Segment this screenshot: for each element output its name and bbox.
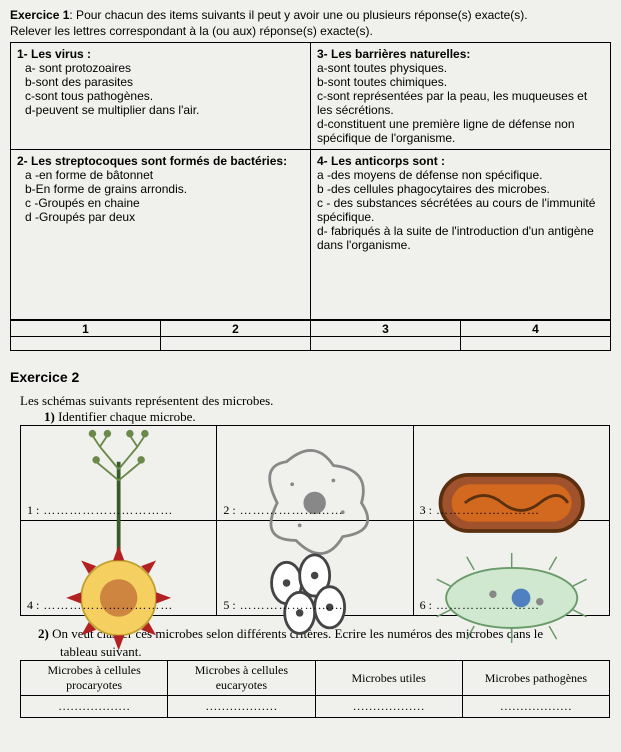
- cell2-c: c -Groupés en chaine: [25, 196, 304, 210]
- l1: 1 :: [27, 503, 39, 517]
- microbe-cell-3: 3 : ……………………: [413, 426, 609, 521]
- ex1-table: 1- Les virus : a- sont protozoaires b-so…: [10, 42, 611, 320]
- ans-h4: 4: [461, 321, 611, 337]
- l4: 4 :: [27, 598, 39, 612]
- l6-dots: ……………………: [432, 598, 540, 612]
- l5-dots: ……………………: [236, 598, 344, 612]
- l6: 6 :: [420, 598, 432, 612]
- ex2-intro: Les schémas suivants représentent des mi…: [20, 393, 611, 409]
- microbes-table: 1 : ………………………… 2 : ……………………: [20, 425, 610, 616]
- cell1-c: c-sont tous pathogènes.: [25, 89, 304, 103]
- classif-b1: ………………: [21, 696, 168, 718]
- cell4-a: a -des moyens de défense non spécifique.: [317, 168, 604, 182]
- cell4-title: 4- Les anticorps sont :: [317, 154, 604, 168]
- cell4-c: c - des substances sécrétées au cours de…: [317, 196, 604, 224]
- cell2-d: d -Groupés par deux: [25, 210, 304, 224]
- ex1-cell-1: 1- Les virus : a- sont protozoaires b-so…: [11, 43, 311, 150]
- l3: 3 :: [420, 503, 432, 517]
- microbe-cell-6: 6 : ……………………: [413, 521, 609, 616]
- ex1-title-rest: : Pour chacun des items suivants il peut…: [69, 8, 527, 22]
- ex1-title: Exercice 1: Pour chacun des items suivan…: [10, 8, 611, 22]
- ans-h3: 3: [311, 321, 461, 337]
- ans-b3: [311, 337, 461, 351]
- l1-dots: …………………………: [39, 503, 173, 517]
- cell1-b: b-sont des parasites: [25, 75, 304, 89]
- l4-dots: …………………………: [39, 598, 173, 612]
- cell1-a: a- sont protozoaires: [25, 61, 304, 75]
- microbe-cell-5: 5 : ……………………: [217, 521, 413, 616]
- ans-b1: [11, 337, 161, 351]
- cell3-title: 3- Les barrières naturelles:: [317, 47, 604, 61]
- q1-text: Identifier chaque microbe.: [55, 409, 196, 424]
- ans-h2: 2: [161, 321, 311, 337]
- cell2-b: b-En forme de grains arrondis.: [25, 182, 304, 196]
- cell3-b: b-sont toutes chimiques.: [317, 75, 604, 89]
- microbe-cell-1: 1 : …………………………: [21, 426, 217, 521]
- cell3-d: d-constituent une première ligne de défe…: [317, 117, 604, 145]
- cell2-title: 2- Les streptocoques sont formés de bact…: [17, 154, 304, 168]
- classif-b4: ………………: [462, 696, 609, 718]
- q1-num: 1): [44, 409, 55, 424]
- cell3-a: a-sont toutes physiques.: [317, 61, 604, 75]
- ex1-answers-table: 1 2 3 4: [10, 320, 611, 351]
- ex1-cell-4: 4- Les anticorps sont : a -des moyens de…: [311, 150, 611, 320]
- cell3-c: c-sont représentées par la peau, les muq…: [317, 89, 604, 117]
- microbe-cell-4: 4 : …………………………: [21, 521, 217, 616]
- ans-h1: 1: [11, 321, 161, 337]
- l3-dots: ……………………: [432, 503, 540, 517]
- ans-b2: [161, 337, 311, 351]
- ex2-q1: 1) Identifier chaque microbe.: [44, 409, 611, 425]
- ex1-title-bold: Exercice 1: [10, 8, 69, 22]
- ex2-title: Exercice 2: [10, 369, 611, 385]
- ex1-cell-3: 3- Les barrières naturelles: a-sont tout…: [311, 43, 611, 150]
- cell4-d: d- fabriqués à la suite de l'introductio…: [317, 224, 604, 252]
- microbe-cell-2: 2 : ……………………: [217, 426, 413, 521]
- ex1-cell-2: 2- Les streptocoques sont formés de bact…: [11, 150, 311, 320]
- cell1-d: d-peuvent se multiplier dans l'air.: [25, 103, 304, 117]
- cell4-b: b -des cellules phagocytaires des microb…: [317, 182, 604, 196]
- cell1-title: 1- Les virus :: [17, 47, 304, 61]
- classif-b3: ………………: [315, 696, 462, 718]
- ex1-subline: Relever les lettres correspondant à la (…: [10, 24, 611, 38]
- l2-dots: ……………………: [236, 503, 344, 517]
- ans-b4: [461, 337, 611, 351]
- classif-b2: ………………: [168, 696, 315, 718]
- l5: 5 :: [223, 598, 235, 612]
- cell2-a: a -en forme de bâtonnet: [25, 168, 304, 182]
- l2: 2 :: [223, 503, 235, 517]
